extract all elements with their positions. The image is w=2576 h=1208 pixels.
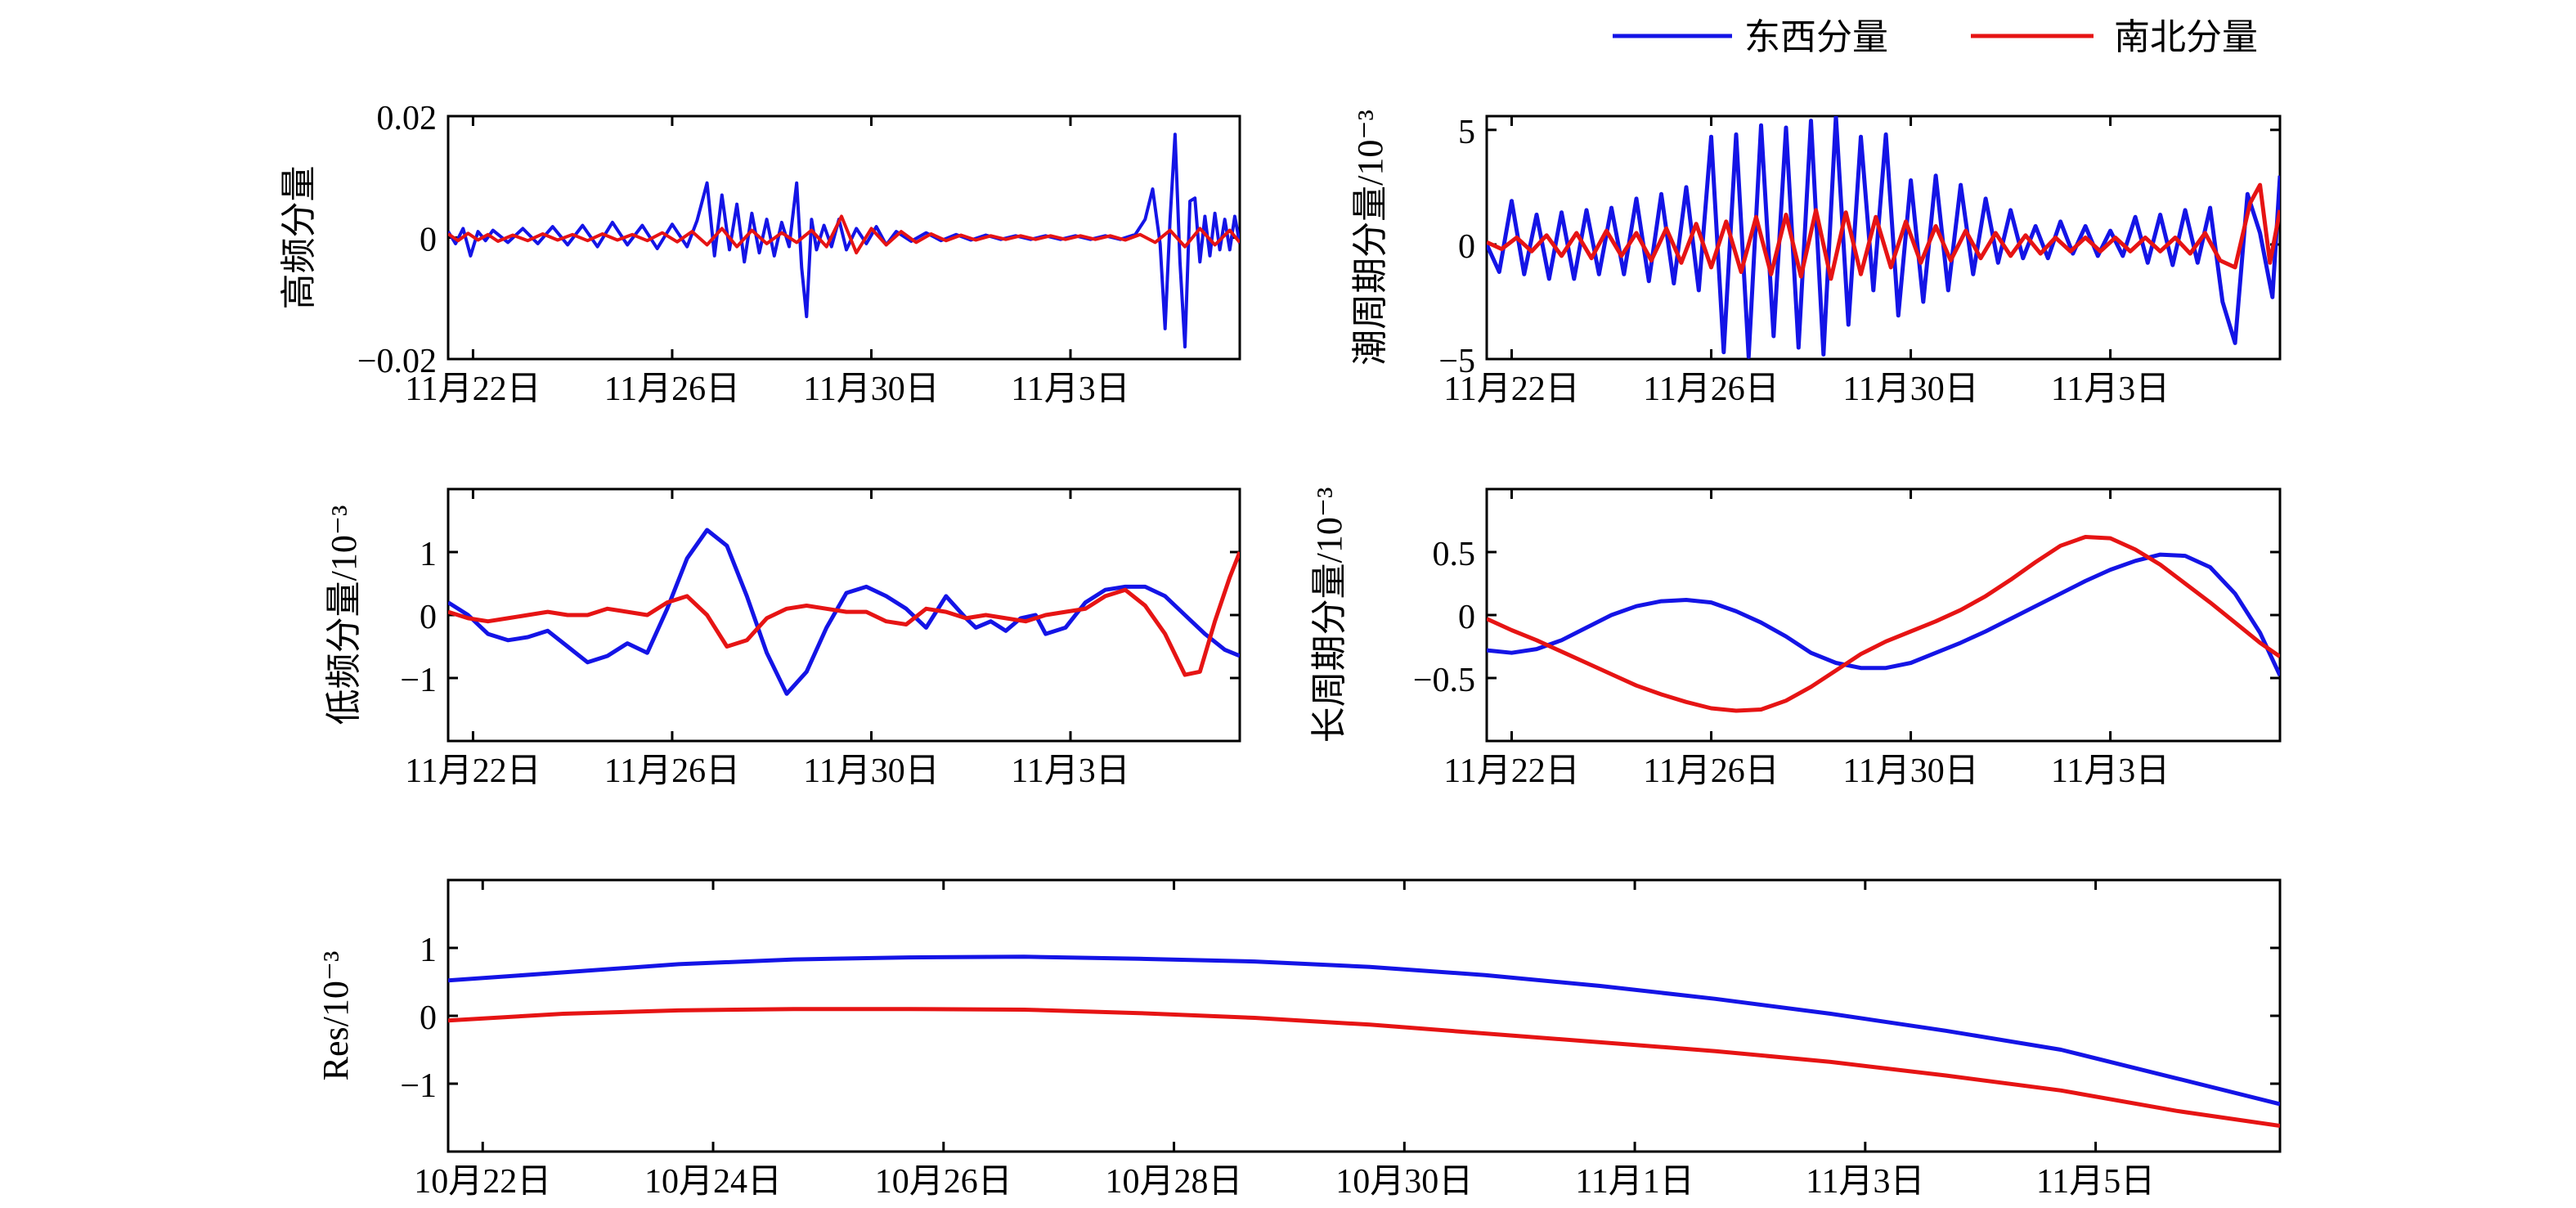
panel-low-frequency: −1 0 1 11月22日 11月26日 11月30日 11月3日 低频分量/10⁻³ bbox=[324, 487, 1241, 790]
series-line-north-south bbox=[1487, 535, 2280, 713]
legend: 东西分量 南北分量 bbox=[1613, 17, 2258, 57]
x-tick-label: 10月24日 bbox=[644, 1163, 782, 1201]
x-tick-label: 11月22日 bbox=[1443, 370, 1579, 408]
series-line-north-south bbox=[1487, 182, 2280, 281]
legend-label-east-west: 东西分量 bbox=[1744, 17, 1888, 57]
y-axis-label: 潮周期分量/10⁻³ bbox=[1350, 110, 1390, 366]
x-tick-label: 11月26日 bbox=[1643, 752, 1779, 790]
x-tick-label: 11月1日 bbox=[1575, 1163, 1694, 1201]
y-axis-label: 低频分量/10⁻³ bbox=[324, 505, 364, 725]
x-tick-label: 10月30日 bbox=[1335, 1163, 1473, 1201]
x-tick-label: 11月30日 bbox=[803, 370, 939, 408]
y-tick-label: 5 bbox=[1458, 114, 1475, 151]
x-tick-label: 11月3日 bbox=[1806, 1163, 1924, 1201]
x-tick-label: 11月30日 bbox=[1842, 752, 1978, 790]
y-axis-label: 长周期分量/10⁻³ bbox=[1309, 487, 1349, 743]
x-tick-label: 11月3日 bbox=[2051, 370, 2170, 408]
x-tick-label: 11月3日 bbox=[1011, 752, 1129, 790]
x-tick-label: 11月22日 bbox=[405, 752, 541, 790]
x-tick-label: 11月3日 bbox=[1011, 370, 1129, 408]
y-axis-label: Res/10⁻³ bbox=[316, 951, 356, 1081]
y-tick-label: 0 bbox=[420, 999, 437, 1037]
y-tick-label: 1 bbox=[420, 536, 437, 573]
plot-frame bbox=[1485, 115, 2282, 361]
y-tick-label: −0.02 bbox=[357, 343, 437, 380]
series-line-east-west bbox=[1487, 552, 2280, 676]
y-tick-label: −5 bbox=[1438, 343, 1475, 380]
x-tick-label: 11月3日 bbox=[2051, 752, 2170, 790]
series-line-north-south bbox=[448, 1007, 2280, 1128]
series-line-east-west bbox=[448, 954, 2280, 1107]
x-tick-label: 11月26日 bbox=[604, 752, 740, 790]
y-tick-label: 0 bbox=[420, 222, 437, 259]
y-tick-label: 0.02 bbox=[377, 100, 438, 137]
x-tick-label: 10月26日 bbox=[875, 1163, 1012, 1201]
y-tick-label: 0.5 bbox=[1433, 536, 1476, 573]
x-tick-label: 10月28日 bbox=[1106, 1163, 1243, 1201]
y-tick-label: −1 bbox=[400, 662, 437, 699]
y-tick-label: 1 bbox=[420, 932, 437, 969]
y-tick-label: −0.5 bbox=[1413, 662, 1475, 699]
panel-residual: −1 0 1 10月22日 10月24日 10月26日 10月28日 10月30日 11月1日 1… bbox=[316, 878, 2282, 1201]
panel-high-frequency: −0.02 0 0.02 11月22日 11月26日 11月30日 11月3日 高频分量 bbox=[279, 100, 1241, 408]
x-tick-label: 11月22日 bbox=[405, 370, 541, 408]
x-tick-label: 11月5日 bbox=[2036, 1163, 2155, 1201]
panel-long-period: −0.5 0 0.5 11月22日 11月26日 11月30日 11月3日 长周期分量/10⁻… bbox=[1309, 487, 2282, 790]
x-tick-label: 11月26日 bbox=[1643, 370, 1779, 408]
x-tick-label: 11月26日 bbox=[604, 370, 740, 408]
y-tick-label: −1 bbox=[400, 1067, 437, 1105]
panel-tidal-period: −5 0 5 11月22日 11月26日 11月30日 11月3日 潮周期分量/10⁻³ bbox=[1350, 110, 2282, 408]
x-tick-label: 11月22日 bbox=[1443, 752, 1579, 790]
x-tick-label: 10月22日 bbox=[414, 1163, 551, 1201]
y-tick-label: 0 bbox=[1458, 228, 1475, 266]
x-tick-label: 11月30日 bbox=[803, 752, 939, 790]
y-tick-label: 0 bbox=[420, 599, 437, 636]
series-line-east-west bbox=[448, 528, 1240, 696]
legend-label-north-south: 南北分量 bbox=[2114, 17, 2258, 57]
series-line-north-south bbox=[448, 551, 1240, 677]
y-tick-label: 0 bbox=[1458, 599, 1475, 636]
series-line-north-south bbox=[448, 214, 1240, 255]
x-tick-label: 11月30日 bbox=[1842, 370, 1978, 408]
y-axis-label: 高频分量 bbox=[279, 166, 319, 310]
